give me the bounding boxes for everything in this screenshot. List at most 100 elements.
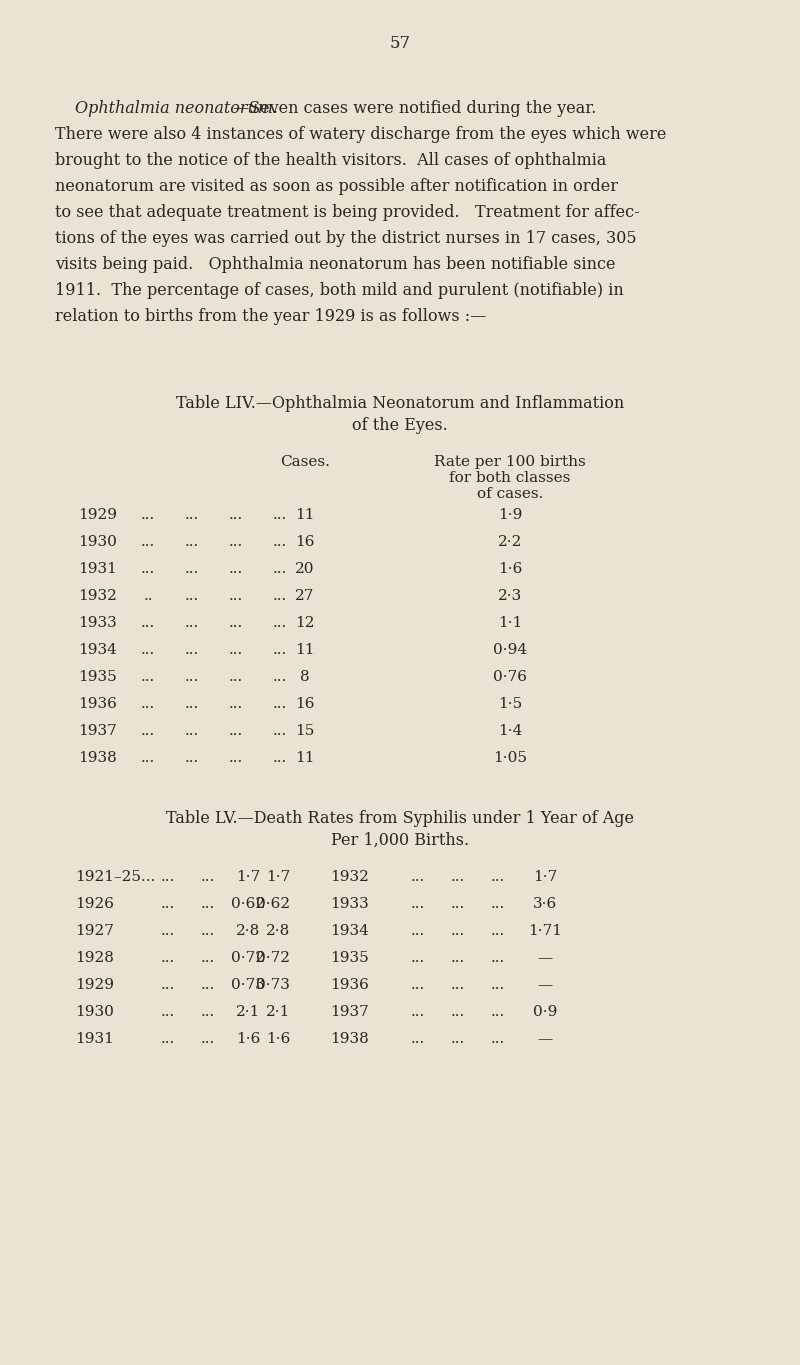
- Text: 11: 11: [295, 508, 314, 521]
- Text: 1·5: 1·5: [498, 698, 522, 711]
- Text: ...: ...: [273, 562, 287, 576]
- Text: 1927: 1927: [75, 924, 114, 938]
- Text: 1·9: 1·9: [498, 508, 522, 521]
- Text: 2·2: 2·2: [498, 535, 522, 549]
- Text: ...: ...: [141, 643, 155, 657]
- Text: 3·6: 3·6: [533, 897, 557, 910]
- Text: ...: ...: [141, 562, 155, 576]
- Text: Table LIV.—Ophthalmia Neonatorum and Inflammation: Table LIV.—Ophthalmia Neonatorum and Inf…: [176, 394, 624, 412]
- Text: Cases.: Cases.: [280, 455, 330, 470]
- Text: ...: ...: [491, 897, 505, 910]
- Text: ...: ...: [141, 508, 155, 521]
- Text: 0·73: 0·73: [256, 977, 290, 992]
- Text: 27: 27: [295, 590, 314, 603]
- Text: 1·7: 1·7: [236, 870, 260, 885]
- Text: ...: ...: [451, 977, 465, 992]
- Text: 0·94: 0·94: [493, 643, 527, 657]
- Text: 2·3: 2·3: [498, 590, 522, 603]
- Text: 2·1: 2·1: [236, 1005, 260, 1020]
- Text: ...: ...: [273, 590, 287, 603]
- Text: 57: 57: [390, 35, 410, 52]
- Text: ...: ...: [141, 751, 155, 764]
- Text: 0·72: 0·72: [256, 951, 290, 965]
- Text: 0·76: 0·76: [493, 670, 527, 684]
- Text: 1·6: 1·6: [498, 562, 522, 576]
- Text: ...: ...: [411, 924, 425, 938]
- Text: ...: ...: [411, 897, 425, 910]
- Text: —: —: [538, 1032, 553, 1046]
- Text: ...: ...: [411, 1032, 425, 1046]
- Text: 1932: 1932: [78, 590, 117, 603]
- Text: ...: ...: [185, 616, 199, 631]
- Text: 1937: 1937: [330, 1005, 369, 1020]
- Text: 1929: 1929: [75, 977, 114, 992]
- Text: 1921–25...: 1921–25...: [75, 870, 155, 885]
- Text: brought to the notice of the health visitors.  All cases of ophthalmia: brought to the notice of the health visi…: [55, 152, 606, 169]
- Text: ...: ...: [185, 643, 199, 657]
- Text: 1934: 1934: [78, 643, 117, 657]
- Text: ...: ...: [451, 870, 465, 885]
- Text: for both classes: for both classes: [450, 471, 570, 485]
- Text: 1931: 1931: [75, 1032, 114, 1046]
- Text: 0·72: 0·72: [231, 951, 265, 965]
- Text: ...: ...: [185, 535, 199, 549]
- Text: 0·9: 0·9: [533, 1005, 557, 1020]
- Text: 1931: 1931: [78, 562, 117, 576]
- Text: 1935: 1935: [330, 951, 369, 965]
- Text: ...: ...: [229, 508, 243, 521]
- Text: 0·73: 0·73: [231, 977, 265, 992]
- Text: 0·62: 0·62: [231, 897, 265, 910]
- Text: 20: 20: [295, 562, 314, 576]
- Text: ...: ...: [161, 1005, 175, 1020]
- Text: 1930: 1930: [75, 1005, 114, 1020]
- Text: 1926: 1926: [75, 897, 114, 910]
- Text: —: —: [538, 951, 553, 965]
- Text: ...: ...: [185, 562, 199, 576]
- Text: 12: 12: [295, 616, 314, 631]
- Text: 1933: 1933: [78, 616, 117, 631]
- Text: ...: ...: [161, 951, 175, 965]
- Text: ...: ...: [141, 723, 155, 738]
- Text: —: —: [538, 977, 553, 992]
- Text: ...: ...: [161, 924, 175, 938]
- Text: of the Eyes.: of the Eyes.: [352, 416, 448, 434]
- Text: ...: ...: [161, 897, 175, 910]
- Text: 16: 16: [295, 535, 314, 549]
- Text: ...: ...: [273, 751, 287, 764]
- Text: —Seven cases were notified during the year.: —Seven cases were notified during the ye…: [233, 100, 596, 117]
- Text: ...: ...: [273, 508, 287, 521]
- Text: 2·8: 2·8: [236, 924, 260, 938]
- Text: ...: ...: [451, 951, 465, 965]
- Text: ...: ...: [229, 723, 243, 738]
- Text: ...: ...: [451, 1032, 465, 1046]
- Text: 1933: 1933: [330, 897, 369, 910]
- Text: ...: ...: [411, 870, 425, 885]
- Text: 1·6: 1·6: [236, 1032, 260, 1046]
- Text: ...: ...: [229, 535, 243, 549]
- Text: ...: ...: [273, 670, 287, 684]
- Text: 1·4: 1·4: [498, 723, 522, 738]
- Text: 1935: 1935: [78, 670, 117, 684]
- Text: of cases.: of cases.: [477, 487, 543, 501]
- Text: 1·71: 1·71: [528, 924, 562, 938]
- Text: Table LV.—Death Rates from Syphilis under 1 Year of Age: Table LV.—Death Rates from Syphilis unde…: [166, 809, 634, 827]
- Text: ...: ...: [273, 535, 287, 549]
- Text: 0·62: 0·62: [256, 897, 290, 910]
- Text: ...: ...: [273, 723, 287, 738]
- Text: ...: ...: [201, 951, 215, 965]
- Text: 1934: 1934: [330, 924, 369, 938]
- Text: visits being paid.   Ophthalmia neonatorum has been notifiable since: visits being paid. Ophthalmia neonatorum…: [55, 257, 615, 273]
- Text: ...: ...: [141, 535, 155, 549]
- Text: ...: ...: [229, 643, 243, 657]
- Text: 1928: 1928: [75, 951, 114, 965]
- Text: ...: ...: [491, 951, 505, 965]
- Text: Ophthalmia neonatorum.: Ophthalmia neonatorum.: [75, 100, 278, 117]
- Text: ...: ...: [141, 670, 155, 684]
- Text: ...: ...: [273, 616, 287, 631]
- Text: 2·8: 2·8: [266, 924, 290, 938]
- Text: ...: ...: [201, 870, 215, 885]
- Text: ...: ...: [161, 977, 175, 992]
- Text: 1·6: 1·6: [266, 1032, 290, 1046]
- Text: ...: ...: [229, 670, 243, 684]
- Text: ...: ...: [491, 924, 505, 938]
